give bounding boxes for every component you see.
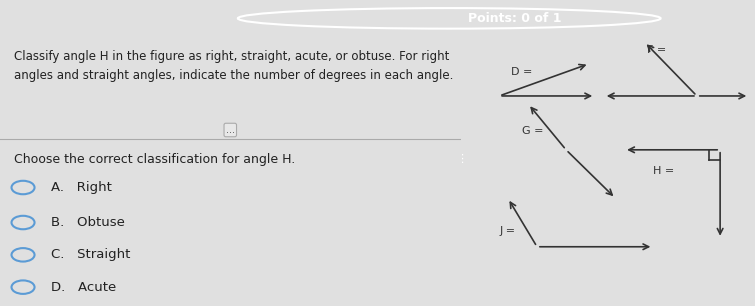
Text: C.   Straight: C. Straight <box>51 248 130 261</box>
Text: F =: F = <box>648 45 667 55</box>
Text: Choose the correct classification for angle H.: Choose the correct classification for an… <box>14 152 295 166</box>
Text: ⋮: ⋮ <box>457 154 467 164</box>
Text: Classify angle H in the figure as right, straight, acute, or obtuse. For right
a: Classify angle H in the figure as right,… <box>14 50 453 82</box>
Text: Points: 0 of 1: Points: 0 of 1 <box>468 12 562 25</box>
Text: B.   Obtuse: B. Obtuse <box>51 216 125 229</box>
Text: G =: G = <box>522 126 544 136</box>
Text: ...: ... <box>226 125 235 135</box>
Text: H =: H = <box>653 166 674 176</box>
Text: J =: J = <box>499 226 516 236</box>
Text: A.   Right: A. Right <box>51 181 112 194</box>
Text: D =: D = <box>511 67 532 77</box>
Text: D.   Acute: D. Acute <box>51 281 116 294</box>
